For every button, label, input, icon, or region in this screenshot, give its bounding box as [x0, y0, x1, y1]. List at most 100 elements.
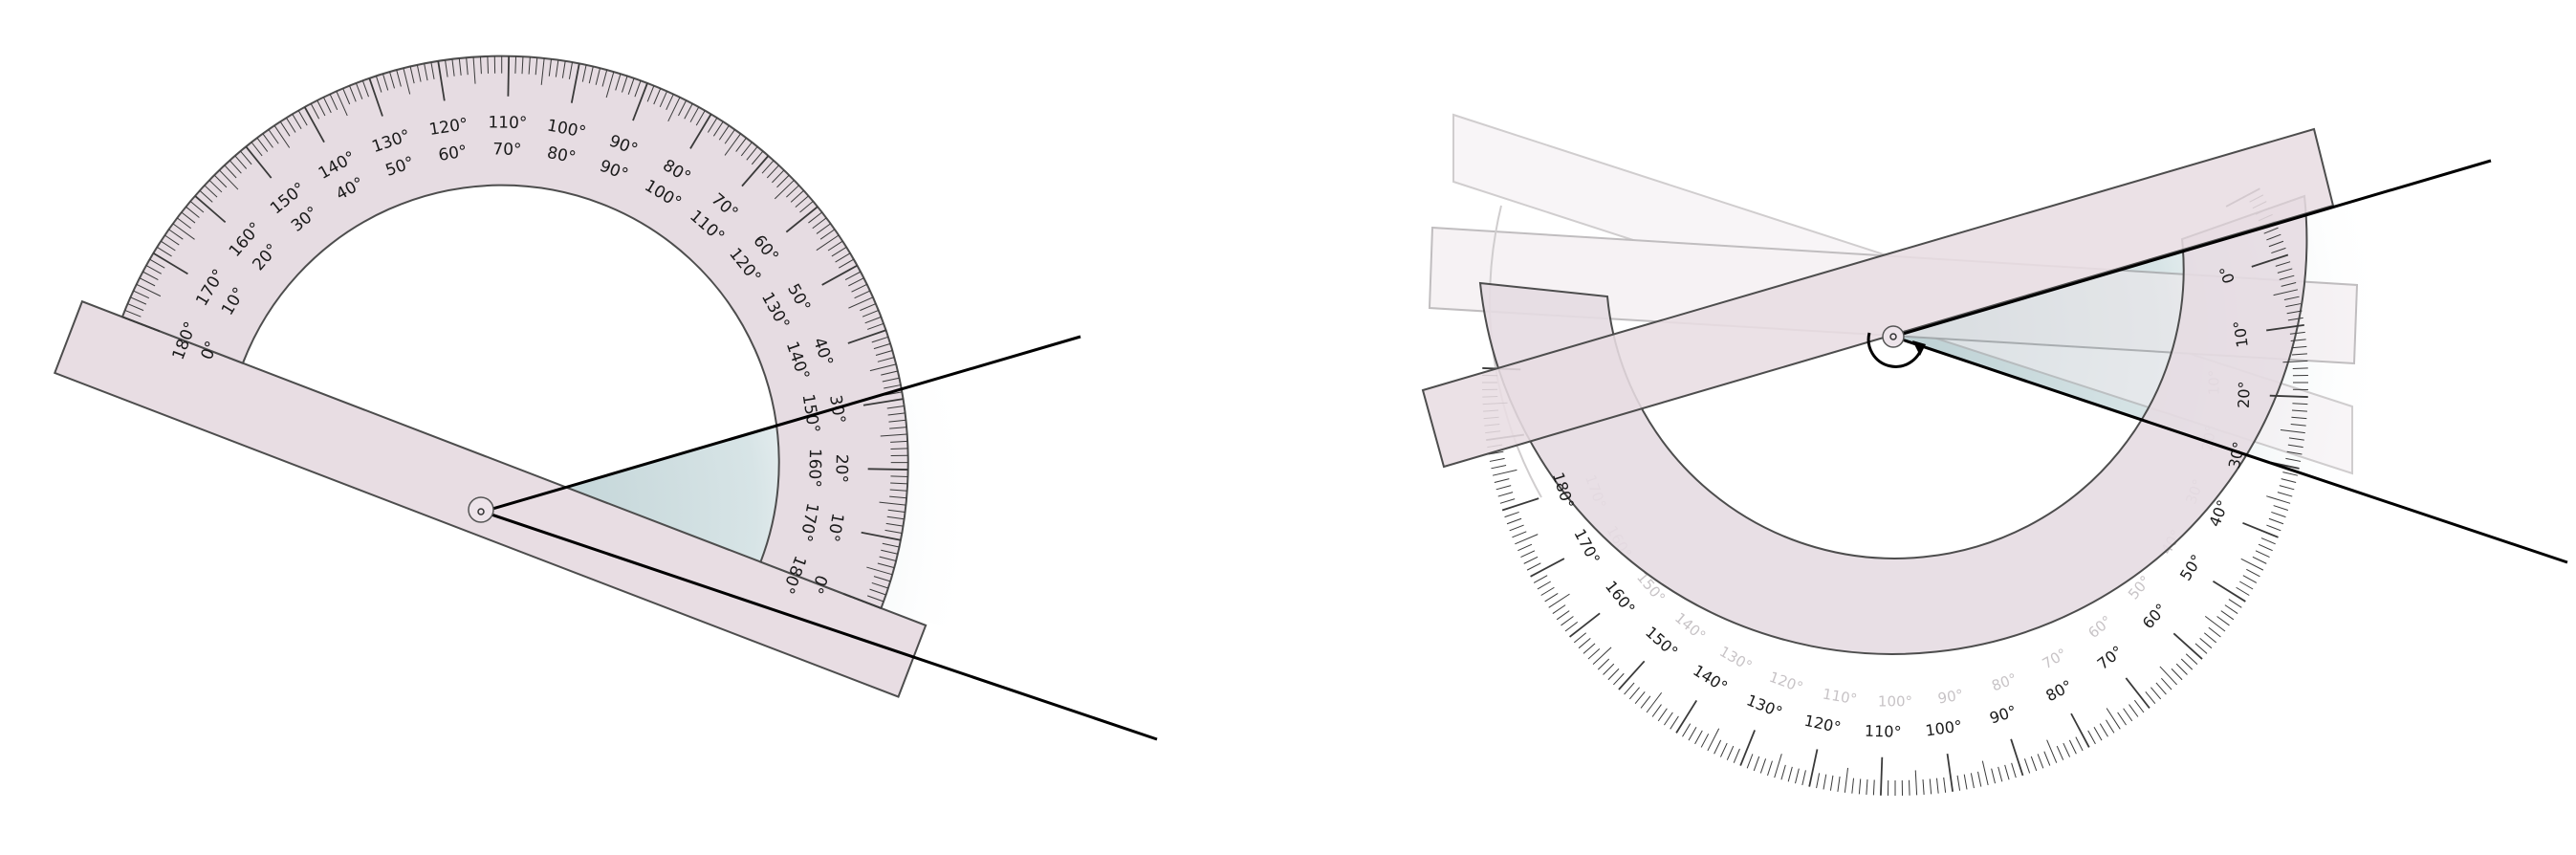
- left-inner-label: 160°: [804, 449, 824, 488]
- right-tick: [1734, 749, 1739, 763]
- right-tick: [1502, 498, 1539, 510]
- right-tick: [1561, 617, 1574, 625]
- right-tick: [2011, 739, 2022, 776]
- right-tick: [1541, 587, 1555, 595]
- right-tick: [2094, 727, 2102, 740]
- right-tick: [1604, 664, 1614, 674]
- right-tick: [1557, 611, 1569, 620]
- right-tick: [2172, 669, 2182, 680]
- right-tick: [2118, 712, 2127, 725]
- right-tick: [2209, 627, 2221, 637]
- right-tick: [2280, 486, 2294, 490]
- right-tick: [1845, 768, 1847, 793]
- right-tick: [1873, 779, 1874, 795]
- right-tick: [2038, 754, 2043, 768]
- right-tick: [2044, 752, 2050, 766]
- right-tick: [1754, 756, 1758, 771]
- ghost-label: 120°: [1767, 669, 1805, 696]
- right-tick: [2031, 756, 2036, 771]
- right-protractor: 10°20°30°40°50°60°70°80°90°100°110°120°1…: [1423, 115, 2572, 796]
- right-tick: [1493, 470, 1517, 475]
- right-tick: [1545, 593, 1559, 601]
- right-tick: [1588, 648, 1600, 659]
- right-tick: [1802, 770, 1806, 785]
- right-ring-label: 120°: [1802, 712, 1843, 737]
- right-tick: [2225, 605, 2238, 614]
- ghost-label: 70°: [2040, 645, 2070, 672]
- right-tick: [1998, 767, 2002, 781]
- right-tick: [2057, 746, 2063, 760]
- right-tick: [2239, 581, 2253, 589]
- right-tick: [1881, 757, 1882, 796]
- right-tick: [2186, 654, 2197, 665]
- right-tick: [1574, 633, 1585, 643]
- right-ring-label: 50°: [2176, 551, 2206, 583]
- right-tick: [2242, 523, 2278, 537]
- right-tick: [1500, 499, 1515, 504]
- ghost-label: 110°: [1822, 685, 1859, 708]
- right-tick: [1505, 512, 1519, 516]
- right-tick: [1593, 647, 1611, 665]
- right-tick: [1964, 775, 1967, 790]
- right-tick: [1608, 669, 1619, 680]
- right-tick: [2266, 496, 2290, 504]
- right-tick: [2205, 616, 2225, 631]
- right-tick: [2204, 633, 2216, 643]
- right-tick: [2293, 368, 2308, 369]
- right-tick: [1613, 673, 1624, 685]
- right-ring-label: 60°: [2139, 600, 2171, 632]
- ghost-label: 60°: [2085, 612, 2115, 642]
- right-tick: [2071, 713, 2089, 747]
- right-tick: [1795, 769, 1799, 784]
- right-tick: [2200, 638, 2212, 647]
- right-tick: [2271, 512, 2285, 516]
- right-tick: [1507, 518, 1521, 523]
- left-outer-label: 20°: [831, 454, 851, 483]
- left-protractor: 180°0°170°10°160°20°150°30°140°40°130°50…: [55, 0, 1157, 739]
- right-tick: [1524, 557, 1538, 563]
- right-tick: [1598, 659, 1609, 669]
- right-tick: [1957, 776, 1960, 791]
- right-tick: [2176, 664, 2187, 674]
- right-tick: [1830, 776, 1833, 791]
- right-tick: [1496, 486, 1511, 490]
- right-tick: [1936, 778, 1938, 794]
- right-tick: [1510, 525, 1524, 531]
- right-tick: [1658, 709, 1667, 721]
- right-ring-label: 20°: [2235, 381, 2254, 408]
- right-tick: [2181, 659, 2193, 669]
- right-tick: [2150, 688, 2160, 699]
- right-tick: [1517, 544, 1532, 551]
- right-tick: [2213, 581, 2245, 602]
- right-tick: [1512, 532, 1526, 537]
- right-tick: [1695, 731, 1703, 744]
- right-tick: [2161, 678, 2172, 690]
- right-tick: [1817, 773, 1820, 788]
- right-vertex-marker: [1883, 326, 1904, 347]
- right-tick: [1635, 691, 1645, 703]
- right-tick: [2024, 758, 2029, 773]
- right-tick: [1664, 712, 1672, 725]
- right-ring-label: 70°: [2094, 642, 2127, 672]
- right-tick: [2259, 544, 2273, 551]
- right-tick: [1982, 761, 1988, 785]
- right-tick: [1971, 773, 1974, 788]
- right-ring-label: 150°: [1642, 623, 1681, 661]
- right-tick: [2253, 557, 2266, 563]
- right-tick: [1923, 779, 1924, 795]
- right-tick: [2129, 705, 2138, 717]
- right-tick: [1647, 692, 1662, 712]
- right-tick: [1760, 758, 1765, 773]
- right-tick: [2243, 576, 2257, 583]
- right-tick: [1583, 644, 1595, 653]
- right-tick: [1498, 493, 1513, 496]
- right-tick: [2256, 551, 2270, 558]
- right-tick: [2076, 737, 2083, 751]
- right-tick: [1538, 581, 1551, 589]
- right-tick: [2156, 683, 2166, 694]
- right-tick: [1915, 770, 1916, 795]
- right-tick: [1625, 683, 1634, 694]
- right-tick: [1948, 754, 1954, 792]
- right-tick: [1809, 749, 1817, 786]
